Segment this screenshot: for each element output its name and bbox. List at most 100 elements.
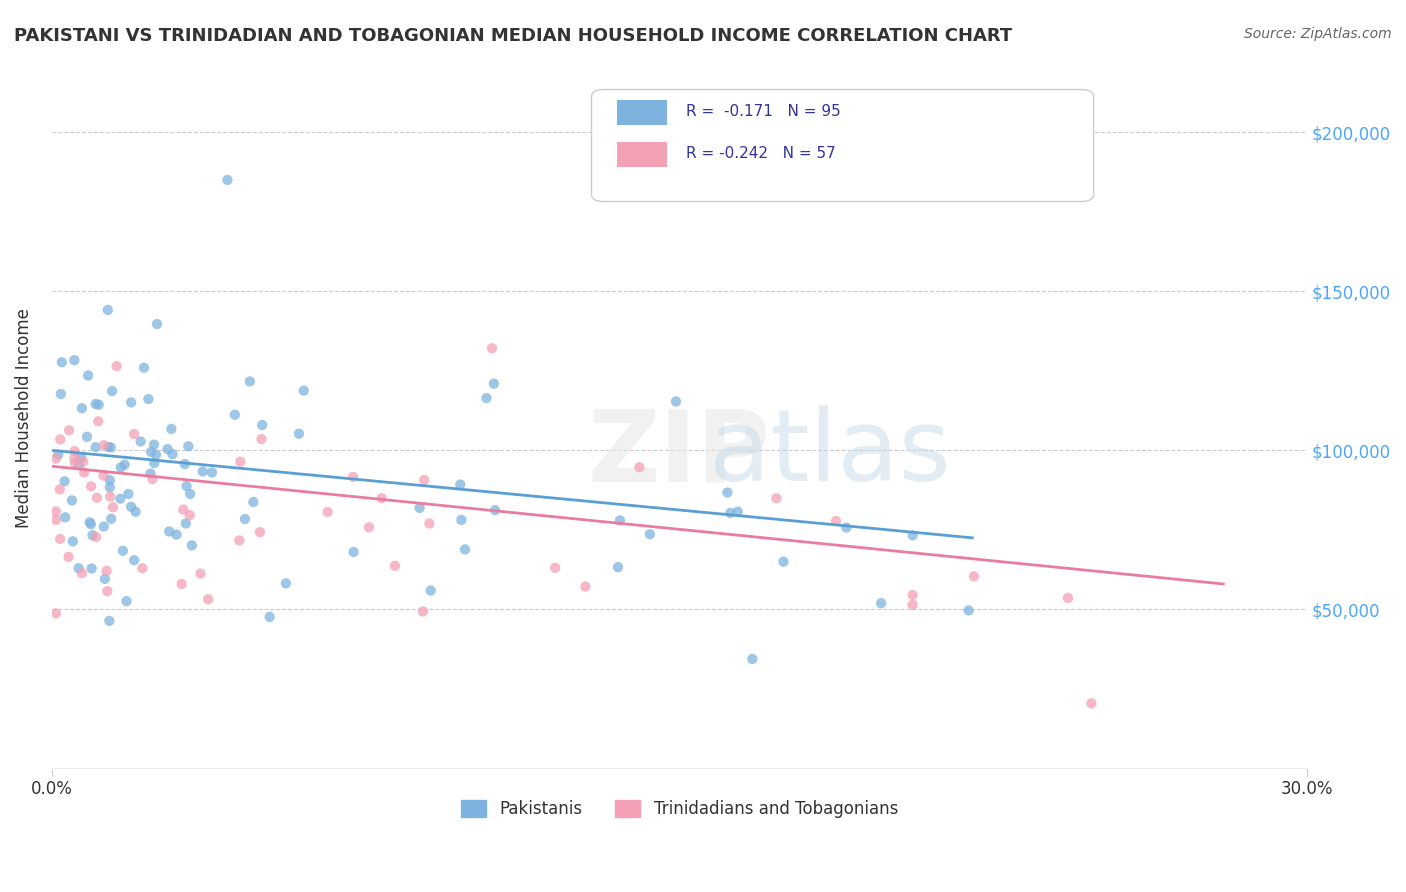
Text: R = -0.242   N = 57: R = -0.242 N = 57 — [686, 146, 835, 161]
Point — [249, 525, 271, 540]
Point — [111, 543, 134, 558]
Point — [94, 572, 117, 586]
Point — [58, 423, 80, 437]
Point — [49, 433, 72, 447]
Point — [117, 487, 139, 501]
Point — [80, 517, 103, 532]
Point — [67, 458, 90, 472]
Point — [412, 604, 434, 618]
Point — [357, 520, 380, 534]
Point — [172, 502, 194, 516]
Point — [229, 455, 252, 469]
Point — [139, 445, 162, 459]
Point — [101, 500, 124, 515]
Point — [166, 527, 188, 541]
Point — [1080, 696, 1102, 710]
Point — [76, 430, 98, 444]
Point — [87, 414, 110, 428]
Point — [93, 468, 115, 483]
Point — [120, 395, 142, 409]
Point — [449, 477, 471, 491]
Text: R =  -0.171   N = 95: R = -0.171 N = 95 — [686, 104, 841, 120]
Point — [173, 457, 195, 471]
Point — [718, 506, 741, 520]
Y-axis label: Median Household Income: Median Household Income — [15, 309, 32, 528]
Point — [316, 505, 339, 519]
Point — [741, 652, 763, 666]
Point — [70, 401, 93, 416]
Point — [114, 458, 136, 472]
Point — [156, 442, 179, 456]
Point — [129, 434, 152, 449]
Point — [122, 427, 145, 442]
Point — [1057, 591, 1080, 605]
Point — [46, 448, 69, 462]
Point — [250, 432, 273, 446]
Point — [418, 516, 440, 531]
Point — [174, 516, 197, 531]
Point — [49, 532, 72, 546]
Point — [131, 561, 153, 575]
Point — [49, 483, 72, 497]
Point — [96, 584, 118, 599]
Point — [835, 520, 858, 534]
Point — [63, 456, 86, 470]
Point — [772, 555, 794, 569]
Point — [49, 387, 72, 401]
Point — [450, 513, 472, 527]
Point — [252, 418, 274, 433]
Point — [73, 466, 96, 480]
Point — [51, 355, 73, 369]
Point — [45, 451, 67, 466]
Point — [97, 440, 120, 454]
Point — [93, 519, 115, 533]
Point — [475, 391, 498, 405]
Point — [84, 397, 107, 411]
Point — [482, 376, 505, 391]
Point — [63, 444, 86, 458]
Point — [139, 467, 162, 481]
Point — [45, 504, 67, 518]
Point — [45, 607, 67, 621]
Point — [145, 448, 167, 462]
Point — [957, 603, 980, 617]
Point — [607, 560, 630, 574]
Point — [97, 302, 120, 317]
Point — [53, 475, 76, 489]
Point — [170, 577, 193, 591]
Point — [413, 473, 436, 487]
Point — [53, 510, 76, 524]
Point — [963, 569, 986, 583]
Point — [574, 580, 596, 594]
Point — [638, 527, 661, 541]
Point — [217, 173, 239, 187]
Point — [716, 485, 738, 500]
Point — [259, 610, 281, 624]
Point — [98, 473, 121, 487]
Point — [72, 455, 94, 469]
Point — [84, 440, 107, 454]
Point — [58, 549, 80, 564]
Point — [79, 515, 101, 529]
Point — [77, 368, 100, 383]
Point — [408, 500, 430, 515]
Point — [122, 553, 145, 567]
Point — [274, 576, 297, 591]
Point — [67, 561, 90, 575]
Point — [157, 524, 180, 539]
Point — [62, 534, 84, 549]
Point — [176, 479, 198, 493]
Point — [727, 505, 749, 519]
Point — [628, 460, 651, 475]
Point — [100, 512, 122, 526]
Point — [82, 528, 104, 542]
Point — [45, 513, 67, 527]
FancyBboxPatch shape — [617, 142, 666, 167]
Point — [180, 538, 202, 552]
Point — [177, 439, 200, 453]
Point — [342, 470, 364, 484]
Point — [86, 491, 108, 505]
Point — [115, 594, 138, 608]
Text: ZIP: ZIP — [588, 405, 770, 502]
Point — [60, 493, 83, 508]
